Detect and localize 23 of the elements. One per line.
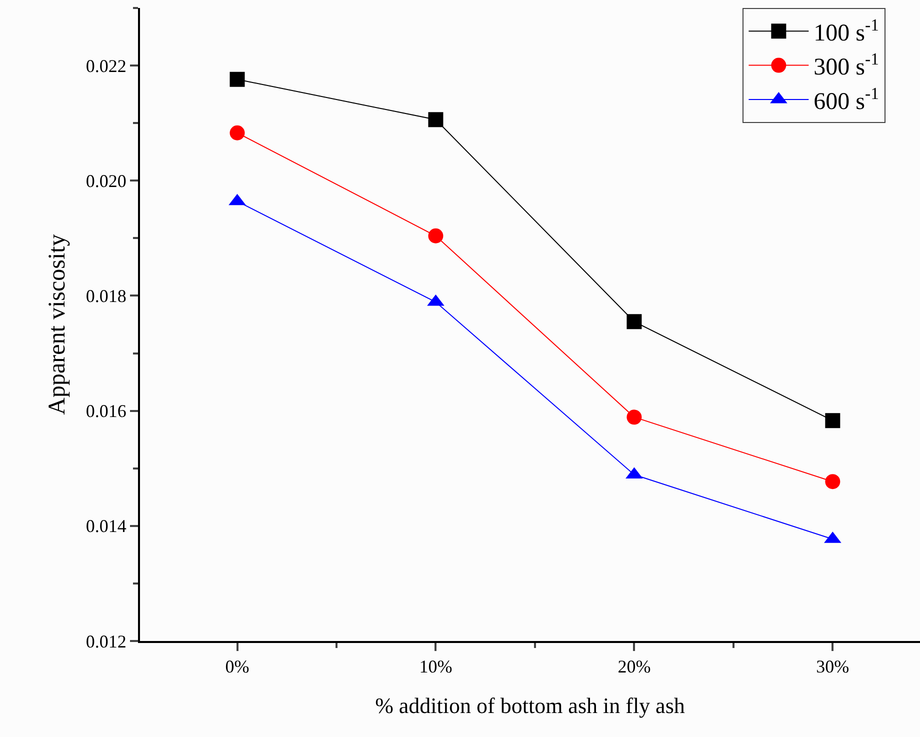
x-tick-label: 0% (225, 656, 250, 677)
point (626, 314, 642, 330)
y-tick-label: 0.012 (86, 631, 126, 652)
legend-label: 100 s$^{-1}$ (814, 15, 880, 46)
x-tick-label: 10% (419, 656, 452, 677)
point (230, 72, 245, 87)
x-tick-label: 30% (816, 656, 850, 677)
point (428, 112, 444, 128)
y-tick-label: 0.014 (86, 516, 126, 536)
point (230, 125, 245, 140)
y-tick-label: 0.016 (86, 401, 126, 422)
point (626, 410, 642, 425)
x-axis-title: % addition of bottom ash in fly ash (375, 693, 685, 718)
point (825, 474, 840, 490)
x-tick-label: 20% (618, 656, 651, 677)
legend-label: 600 s$^{-1}$ (814, 84, 880, 115)
point (428, 228, 444, 244)
legend-label: 300 s$^{-1}$ (814, 50, 880, 81)
y-tick-label: 0.022 (86, 56, 126, 76)
point (825, 413, 840, 428)
y-tick-label: 0.020 (86, 170, 126, 191)
y-tick-label: 0.018 (86, 286, 126, 306)
y-axis-title: Apparent viscosity (44, 234, 70, 415)
